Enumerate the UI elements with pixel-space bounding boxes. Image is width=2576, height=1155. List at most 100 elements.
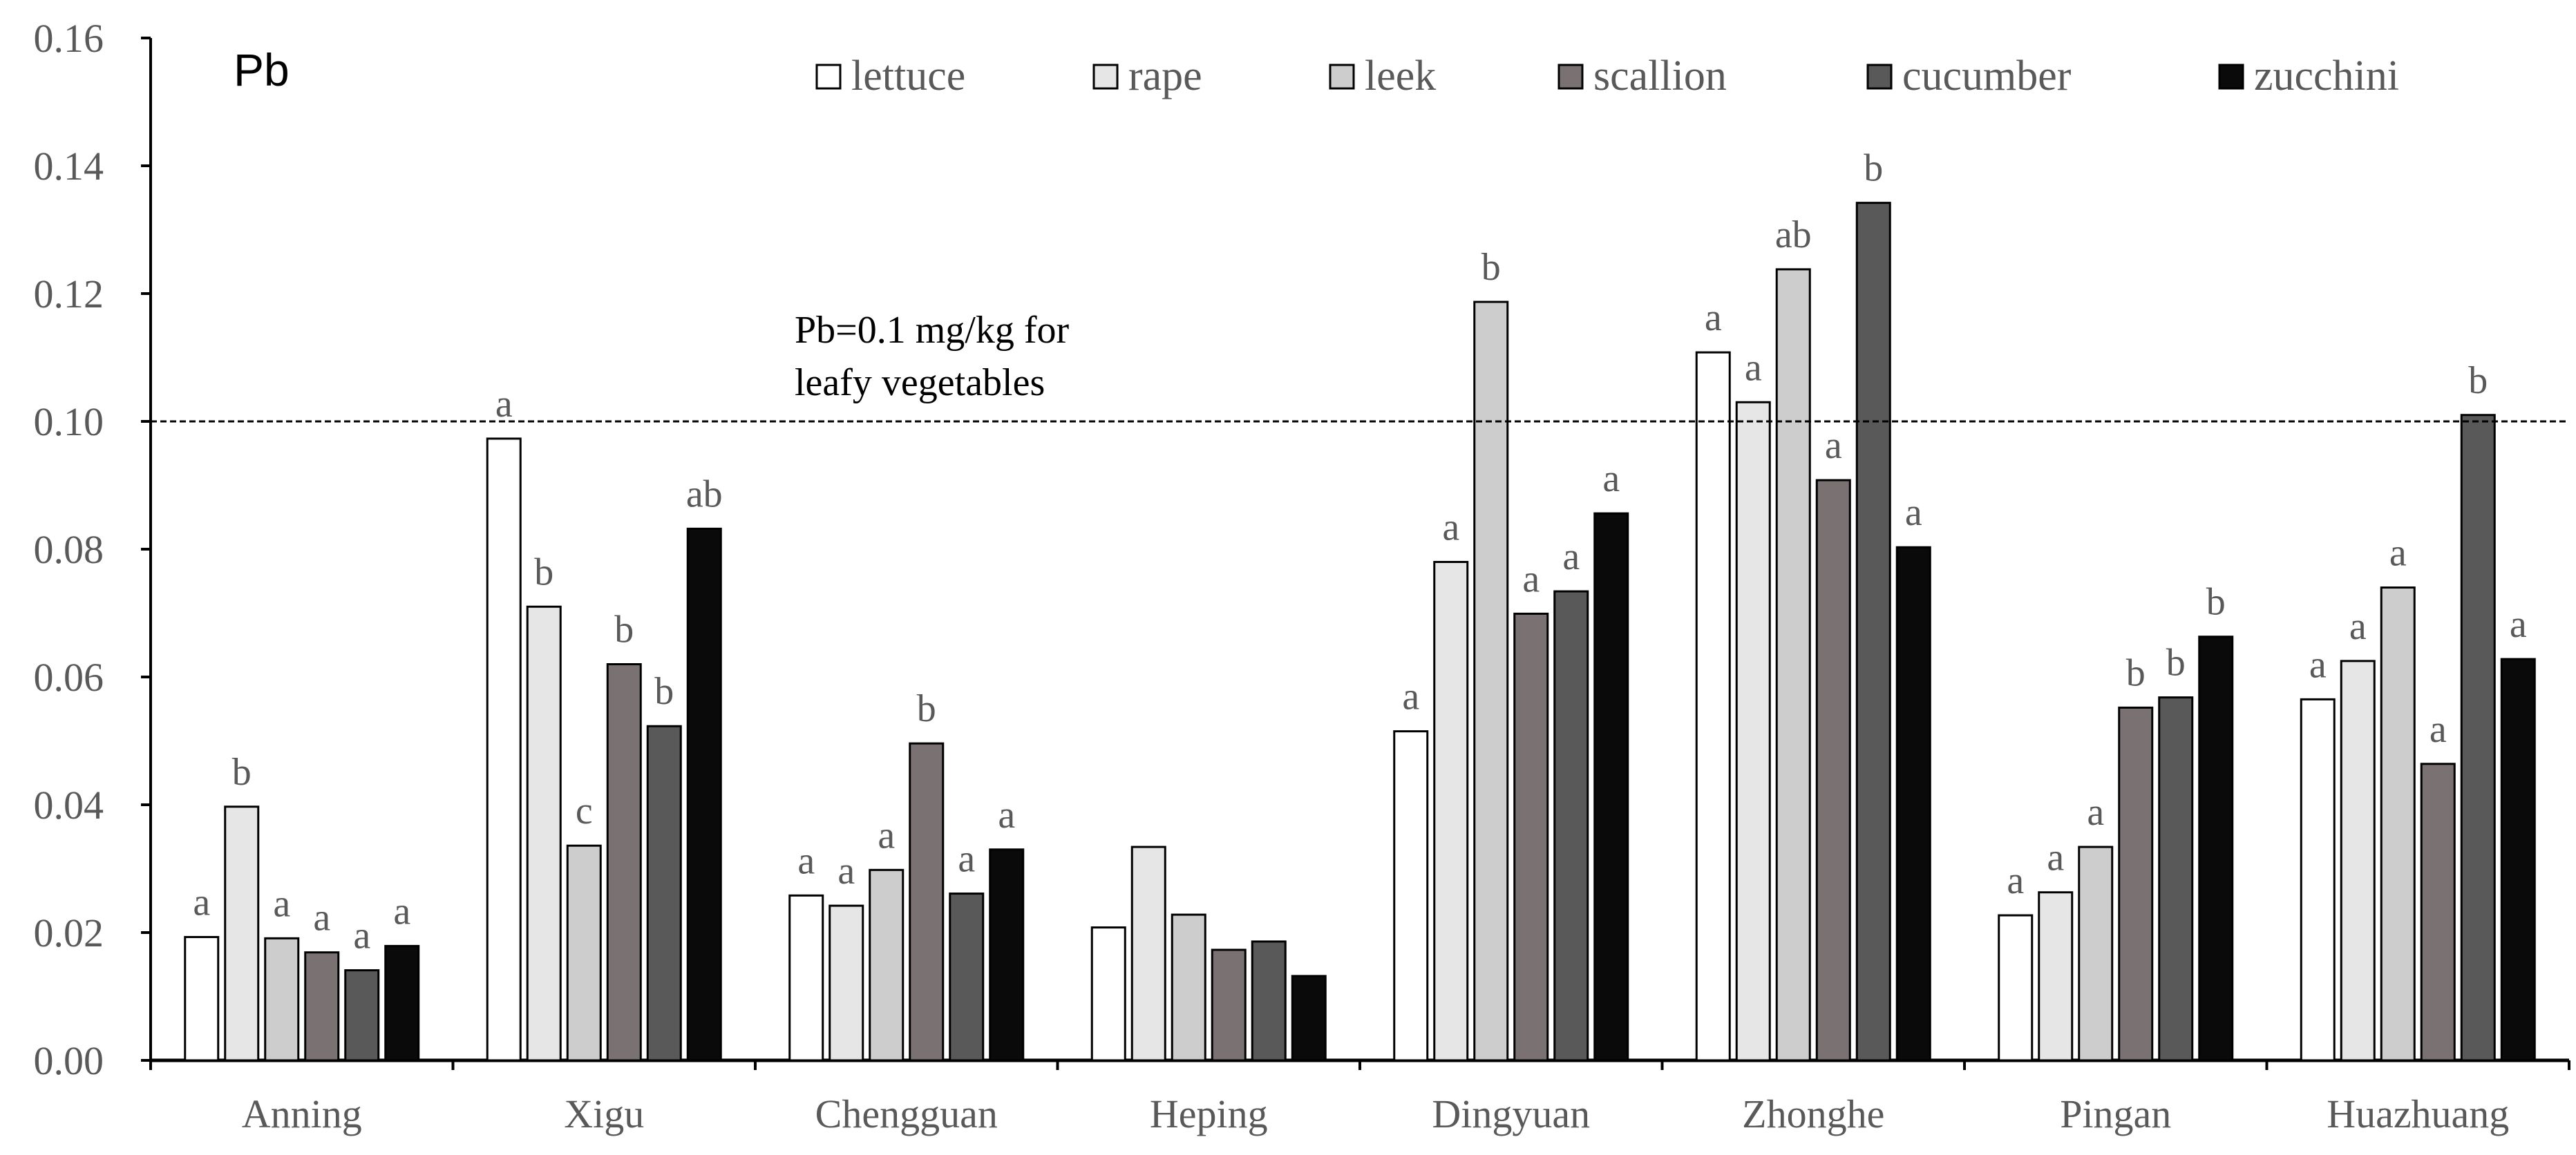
reference-line-label-2: leafy vegetables [795, 361, 1045, 404]
significance-label: a [1905, 491, 1922, 534]
x-tick-label: Xigu [564, 1091, 644, 1136]
significance-label: a [2047, 837, 2064, 879]
y-tick-label: 0.14 [34, 144, 104, 189]
significance-label: b [534, 551, 553, 593]
x-tick-label: Chengguan [815, 1091, 998, 1136]
bar-zucchini [384, 944, 420, 1062]
significance-label: a [2510, 603, 2527, 646]
significance-label: a [878, 814, 895, 857]
legend-label-rape: rape [1128, 52, 1202, 99]
bar-cucumber [1553, 590, 1589, 1062]
bar-zucchini [686, 527, 722, 1062]
significance-label: b [1864, 147, 1883, 190]
y-tick-label: 0.08 [34, 527, 104, 572]
y-tick-label: 0.12 [34, 271, 104, 316]
legend-swatch-scallion [1557, 64, 1584, 90]
bar-scallion [304, 951, 340, 1062]
y-axis: 0.00 0.02 0.04 0.06 0.08 0.10 0.12 0.14 0.16 [34, 16, 152, 1083]
legend-label-scallion: scallion [1593, 52, 1727, 99]
significance-label: a [1442, 506, 1459, 549]
bar-zucchini [1895, 546, 1931, 1062]
significance-label: b [2126, 651, 2146, 694]
significance-label: b [2206, 581, 2226, 624]
significance-label: b [2166, 642, 2186, 685]
bar-lettuce [788, 894, 824, 1062]
x-tick-label: Huazhuang [2327, 1091, 2509, 1136]
y-tick-label: 0.04 [34, 783, 104, 828]
legend-label-lettuce: lettuce [851, 52, 965, 99]
bar-rape [1433, 561, 1469, 1062]
y-tick-label: 0.00 [34, 1038, 104, 1083]
chart-title: Pb [234, 44, 290, 95]
significance-label: c [576, 790, 593, 832]
bar-rape [1735, 401, 1771, 1062]
bar-rape [1130, 846, 1166, 1062]
bar-rape [526, 605, 562, 1062]
bar-lettuce [1695, 351, 1731, 1062]
significance-label: a [1602, 457, 1620, 500]
significance-label: a [273, 882, 290, 925]
bar-lettuce [184, 935, 220, 1062]
bar-leek [869, 868, 905, 1062]
y-tick-label: 0.06 [34, 655, 104, 700]
bar-leek [1775, 268, 1811, 1062]
significance-label: a [1705, 296, 1722, 339]
x-tick-label: Dingyuan [1432, 1091, 1590, 1136]
significance-label: a [313, 897, 330, 939]
y-tick-label: 0.10 [34, 399, 104, 444]
legend-label-leek: leek [1365, 52, 1436, 99]
significance-label: a [2087, 791, 2104, 834]
bar-cucumber [646, 725, 682, 1062]
significance-label: a [1825, 424, 1842, 467]
significance-label: a [193, 881, 210, 924]
significance-label: b [917, 687, 936, 730]
significance-label: a [353, 915, 370, 957]
bar-cucumber [2460, 414, 2496, 1062]
x-tick-label: Anning [242, 1091, 362, 1136]
bar-scallion [606, 663, 642, 1062]
significance-label: a [2430, 708, 2447, 751]
bar-lettuce [1393, 730, 1429, 1062]
bar-zucchini [2198, 636, 2234, 1062]
legend-swatch-lettuce [815, 64, 842, 90]
bar-cucumber [2158, 696, 2194, 1062]
significance-label: a [495, 383, 513, 426]
significance-label: a [2007, 859, 2024, 902]
x-tick-label: Pingan [2060, 1091, 2171, 1136]
bar-scallion [2420, 763, 2456, 1062]
bar-lettuce [1090, 926, 1126, 1062]
significance-label: a [1745, 346, 1762, 389]
bar-zucchini [989, 848, 1025, 1062]
significance-label: b [654, 670, 674, 713]
bar-leek [2380, 586, 2416, 1062]
bar-leek [2078, 846, 2114, 1062]
x-tick-label: Zhonghe [1742, 1091, 1884, 1136]
significance-label: a [837, 850, 855, 892]
x-axis: Anning Xigu Chengguan Heping Dingyuan Zhonghe… [149, 1058, 2570, 1136]
significance-label: a [1402, 676, 1419, 718]
bar-zucchini [1291, 975, 1327, 1062]
bar-scallion [1513, 612, 1549, 1062]
bar-rape [224, 805, 260, 1062]
significance-label: a [1522, 557, 1540, 600]
bar-lettuce [2300, 698, 2336, 1062]
legend-swatch-leek [1329, 64, 1355, 90]
bar-rape [2340, 660, 2376, 1062]
reference-line-label-1: Pb=0.1 mg/kg for [795, 309, 1069, 352]
significance-label: b [2468, 359, 2488, 402]
legend-label-zucchini: zucchini [2254, 52, 2399, 99]
bar-rape [2038, 891, 2074, 1062]
bar-leek [566, 844, 602, 1062]
bar-cucumber [1855, 202, 1891, 1062]
significance-label: a [958, 838, 975, 881]
bar-zucchini [1593, 512, 1629, 1062]
bar-scallion [1211, 948, 1247, 1062]
significance-label: ab [1775, 213, 1812, 256]
bar-lettuce [486, 437, 522, 1062]
bar-rape [828, 904, 864, 1062]
significance-label: b [1481, 246, 1501, 289]
y-tick-label: 0.02 [34, 910, 104, 955]
bar-zucchini [2500, 658, 2536, 1062]
